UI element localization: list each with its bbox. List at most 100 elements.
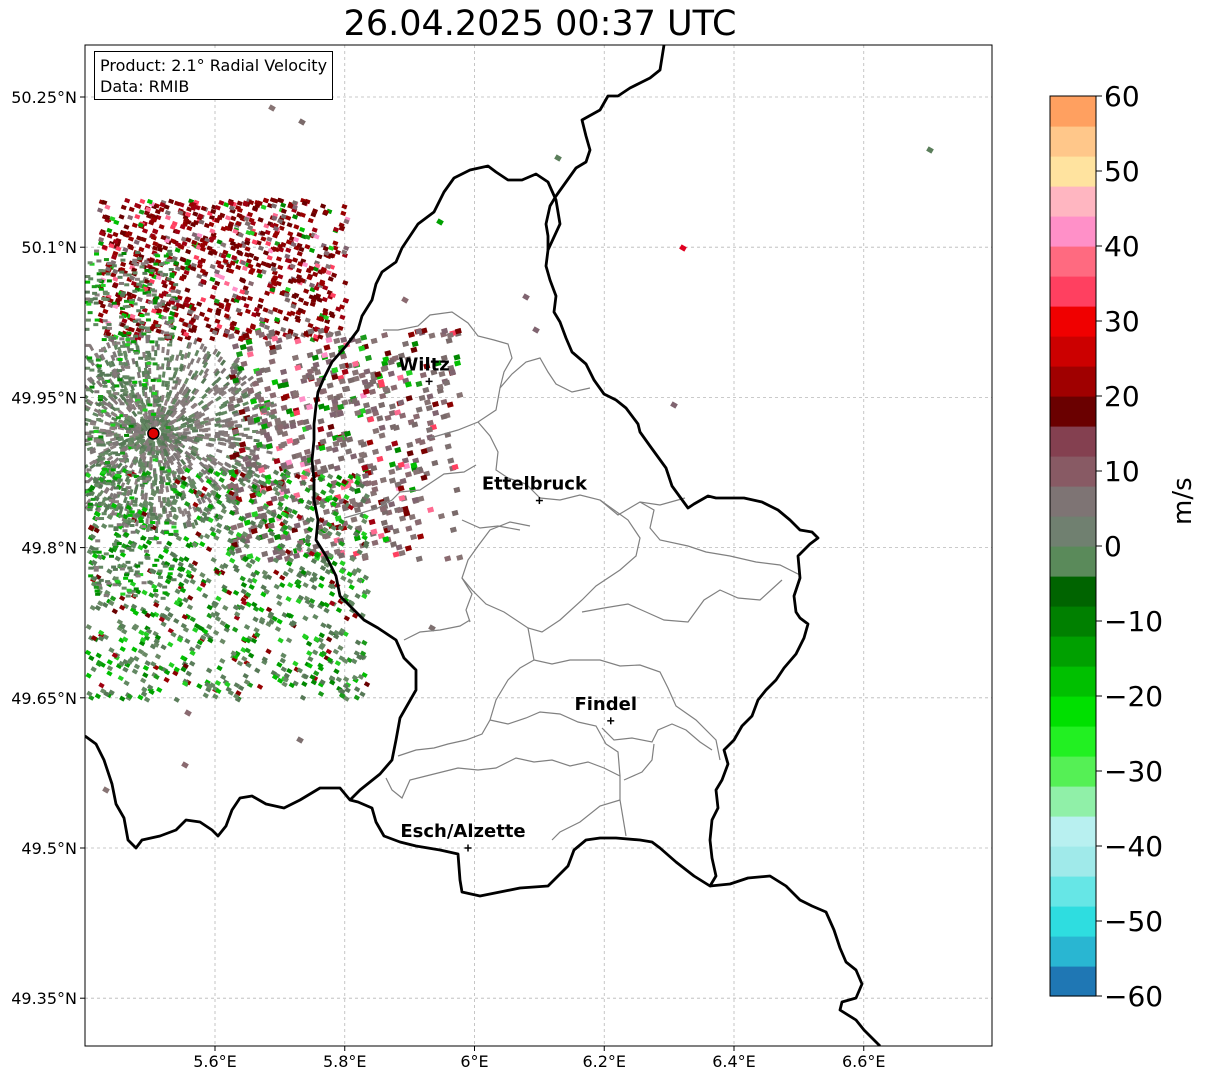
echo-pixel — [161, 346, 165, 354]
echo-pixel — [247, 263, 254, 269]
echo-pixel — [316, 253, 323, 260]
echo-pixel — [106, 322, 112, 326]
echo-pixel — [453, 486, 461, 494]
echo-pixel — [215, 528, 222, 535]
echo-pixel — [159, 501, 164, 508]
echo-pixel — [144, 268, 150, 272]
echo-pixel — [125, 406, 132, 413]
echo-pixel — [110, 254, 118, 260]
echo-pixel — [104, 421, 111, 426]
echo-pixel — [201, 456, 209, 463]
echo-pixel — [199, 571, 206, 578]
echo-pixel — [325, 263, 332, 270]
echo-pixel — [230, 215, 237, 222]
echo-pixel — [270, 408, 278, 415]
colorbar-tick-label: 0 — [1104, 530, 1122, 563]
echo-pixel — [248, 584, 255, 591]
echo-pixel — [247, 280, 255, 287]
echo-pixel — [152, 458, 158, 462]
echo-pixel — [252, 454, 260, 461]
echo-pixel — [139, 314, 145, 318]
echo-pixel — [173, 490, 179, 494]
echo-pixel — [104, 460, 110, 464]
y-tick-label: 50.25°N — [11, 88, 77, 107]
echo-pixel — [112, 250, 119, 257]
echo-pixel — [333, 548, 341, 555]
echo-pixel — [88, 566, 94, 570]
echo-pixel — [202, 353, 208, 361]
echo-pixel — [277, 264, 284, 271]
echo-pixel — [380, 519, 388, 526]
echo-pixel — [132, 271, 138, 275]
echo-pixel — [140, 305, 146, 309]
echo-pixel — [425, 426, 434, 434]
echo-pixel — [291, 293, 298, 300]
echo-pixel — [91, 285, 97, 289]
echo-pixel — [237, 232, 244, 238]
echo-pixel — [350, 397, 359, 405]
echo-pixel — [270, 495, 278, 502]
echo-pixel — [125, 359, 131, 367]
echo-pixel — [175, 468, 182, 475]
echo-pixel — [193, 370, 199, 377]
echo-pixel — [159, 337, 165, 341]
echo-pixel — [180, 406, 187, 414]
echo-pixel — [116, 542, 122, 546]
echo-pixel — [118, 214, 125, 220]
echo-pixel — [327, 473, 334, 480]
echo-pixel — [191, 483, 198, 491]
echo-pixel — [302, 418, 310, 426]
echo-pixel — [92, 576, 98, 580]
echo-pixel — [153, 398, 159, 402]
echo-pixel — [227, 405, 235, 412]
echo-pixel — [148, 220, 155, 226]
echo-pixel — [135, 435, 143, 442]
echo-pixel — [404, 381, 412, 388]
echo-pixel — [153, 536, 159, 540]
echo-pixel — [85, 406, 90, 412]
echo-pixel — [119, 595, 126, 602]
echo-pixel — [427, 506, 435, 514]
echo-pixel — [230, 386, 238, 392]
echo-pixel — [240, 581, 248, 588]
echo-pixel — [220, 410, 228, 416]
echo-pixel — [133, 263, 139, 267]
echo-pixel — [328, 488, 335, 495]
echo-pixel — [205, 353, 212, 361]
echo-pixel — [176, 460, 183, 468]
echo-pixel — [167, 343, 173, 347]
echo-pixel — [451, 463, 459, 471]
echo-pixel — [379, 392, 387, 400]
echo-pixel — [202, 361, 209, 369]
echo-pixel — [276, 197, 283, 204]
echo-pixel — [138, 246, 145, 253]
echo-pixel — [271, 246, 278, 252]
echo-pixel — [328, 253, 335, 259]
echo-pixel — [109, 484, 116, 492]
echo-pixel — [101, 338, 107, 342]
echo-pixel — [269, 197, 276, 203]
echo-pixel — [263, 317, 270, 324]
echo-pixel — [296, 231, 303, 238]
echo-pixel — [106, 670, 113, 677]
echo-pixel — [239, 441, 247, 448]
echo-pixel — [145, 213, 153, 219]
echo-pixel — [163, 414, 170, 421]
echo-pixel — [111, 301, 117, 305]
echo-pixel — [314, 458, 322, 465]
echo-pixel — [212, 693, 219, 700]
echo-pixel — [167, 420, 175, 427]
echo-pixel — [382, 385, 390, 393]
echo-pixel — [361, 639, 368, 646]
echo-pixel — [174, 391, 180, 399]
echo-pixel — [307, 217, 314, 224]
echo-pixel — [106, 568, 113, 575]
echo-pixel — [128, 579, 134, 583]
echo-pixel — [218, 200, 225, 206]
echo-pixel — [417, 495, 425, 503]
colorbar-segment — [1050, 396, 1096, 427]
echo-pixel — [219, 437, 226, 442]
echo-pixel — [428, 332, 436, 339]
echo-pixel — [256, 376, 264, 384]
